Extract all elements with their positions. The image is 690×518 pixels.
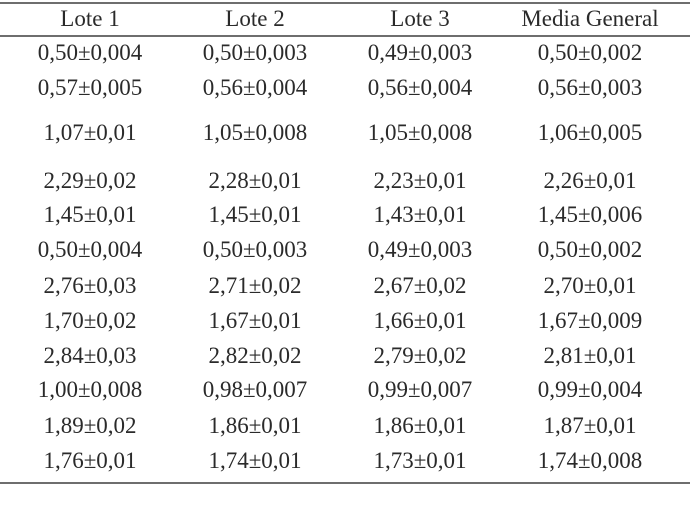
table-cell: 1,89±0,02 [43,413,137,438]
table-cell: 1,05±0,008 [202,120,308,145]
table-header-rule [0,35,690,37]
table-cell: 2,23±0,01 [373,168,467,193]
column-header: Lote 1 [60,6,120,31]
table-bottom-rule [0,482,690,484]
table-cell: 0,56±0,004 [202,75,308,100]
table-cell: 1,45±0,006 [537,202,643,227]
table-cell: 0,49±0,003 [367,237,473,262]
table-cell: 2,84±0,03 [43,343,137,368]
table-cell: 1,06±0,005 [537,120,643,145]
table-cell: 1,76±0,01 [43,448,137,473]
table-cell: 1,67±0,009 [537,308,643,333]
table-cell: 1,73±0,01 [373,448,467,473]
column-header: Media General [521,6,659,31]
table-cell: 1,07±0,01 [43,120,137,145]
table-cell: 1,45±0,01 [43,202,137,227]
table-cell: 0,57±0,005 [37,75,143,100]
table-cell: 0,98±0,007 [202,377,308,402]
table-cell: 0,50±0,002 [537,40,643,65]
table-cell: 0,99±0,004 [537,377,643,402]
table-cell: 1,43±0,01 [373,202,467,227]
table-cell: 0,50±0,004 [37,237,143,262]
table-cell: 2,29±0,02 [43,168,137,193]
table-cell: 2,26±0,01 [543,168,637,193]
table-cell: 0,50±0,002 [537,237,643,262]
table-cell: 1,66±0,01 [373,308,467,333]
table-cell: 2,81±0,01 [543,343,637,368]
table-cell: 1,70±0,02 [43,308,137,333]
table-cell: 2,76±0,03 [43,273,137,298]
table-cell: 1,67±0,01 [208,308,302,333]
table-cell: 2,79±0,02 [373,343,467,368]
table-cell: 1,00±0,008 [37,377,143,402]
table-cell: 1,86±0,01 [373,413,467,438]
table-cell: 1,86±0,01 [208,413,302,438]
table-cell: 0,50±0,003 [202,237,308,262]
table-cell: 2,67±0,02 [373,273,467,298]
table-cell: 2,70±0,01 [543,273,637,298]
table-cell: 1,45±0,01 [208,202,302,227]
table-cell: 1,87±0,01 [543,413,637,438]
table-cell: 0,49±0,003 [367,40,473,65]
table-cell: 1,74±0,01 [208,448,302,473]
table-top-rule [0,2,690,4]
table-cell: 0,99±0,007 [367,377,473,402]
table-cell: 2,71±0,02 [208,273,302,298]
column-header: Lote 3 [390,6,450,31]
table-cell: 0,50±0,003 [202,40,308,65]
column-header: Lote 2 [225,6,285,31]
table-cell: 0,56±0,003 [537,75,643,100]
table-cell: 2,28±0,01 [208,168,302,193]
table-cell: 0,50±0,004 [37,40,143,65]
table-cell: 0,56±0,004 [367,75,473,100]
table-cell: 1,05±0,008 [367,120,473,145]
table-cell: 1,74±0,008 [537,448,643,473]
table-cell: 2,82±0,02 [208,343,302,368]
